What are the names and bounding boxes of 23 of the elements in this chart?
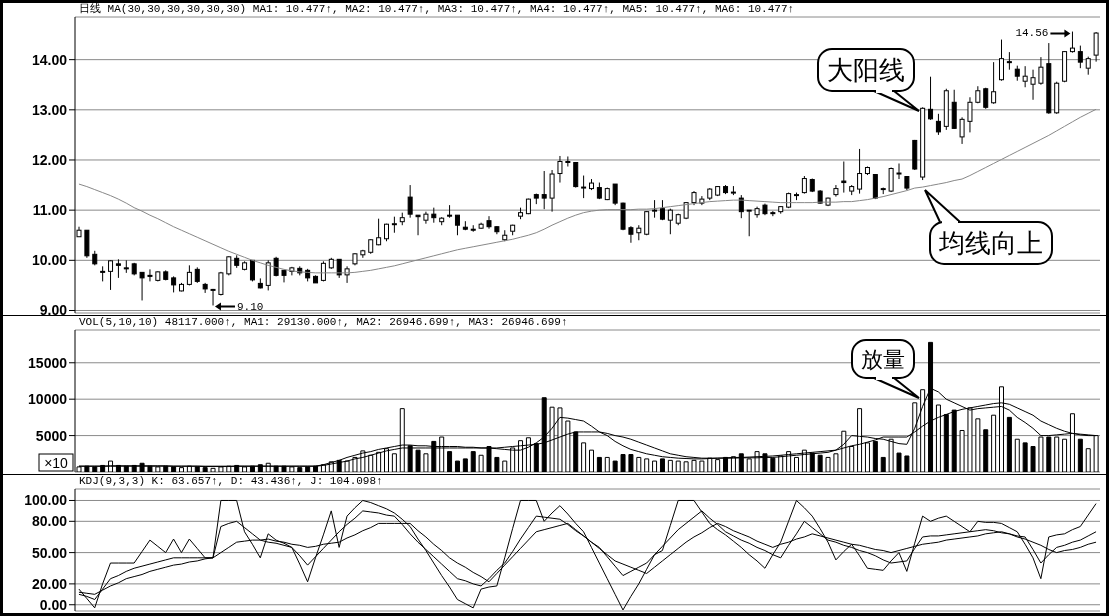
y-tick-label: 80.00 xyxy=(31,513,68,530)
y-tick-label: 0.00 xyxy=(39,596,68,613)
chart-title: VOL(5,10,10) 48117.000↑, MA1: 29130.000↑, MA2: 26946.699↑, MA3: 26946.699↑ xyxy=(79,316,568,329)
annotation: 大阳线 xyxy=(827,55,905,86)
y-tick-label: 100.00 xyxy=(24,492,68,509)
unit-label: ×10 xyxy=(38,453,74,472)
y-tick-label: 12.00 xyxy=(31,151,68,168)
y-tick-label: 10.00 xyxy=(31,252,68,269)
annotation: 放量 xyxy=(861,346,905,372)
y-tick-label: 10000 xyxy=(28,391,68,408)
y-tick-label: 14.00 xyxy=(31,51,68,68)
y-tick-label: 9.00 xyxy=(39,302,68,319)
chart-title: 日线 MA(30,30,30,30,30,30) MA1: 10.477↑, MA2: 10.477↑, MA3: 10.477↑, MA4: 10.477↑, MA5: 10.477↑, MA6: 10.477↑ xyxy=(79,3,795,16)
y-tick-label: 13.00 xyxy=(31,101,68,118)
annotation: 14.56 xyxy=(1015,26,1049,39)
y-tick-label: 5000 xyxy=(35,427,68,444)
annotation: 9.10 xyxy=(236,301,264,314)
y-tick-label: 11.00 xyxy=(32,202,68,219)
annotation: 均线向上 xyxy=(938,228,1043,259)
y-tick-label: 15000 xyxy=(28,354,68,371)
y-tick-label: 50.00 xyxy=(31,544,68,561)
chart-title: KDJ(9,3,3) K: 63.657↑, D: 43.436↑, J: 104.098↑ xyxy=(79,475,383,488)
y-tick-label: 20.00 xyxy=(31,575,68,592)
